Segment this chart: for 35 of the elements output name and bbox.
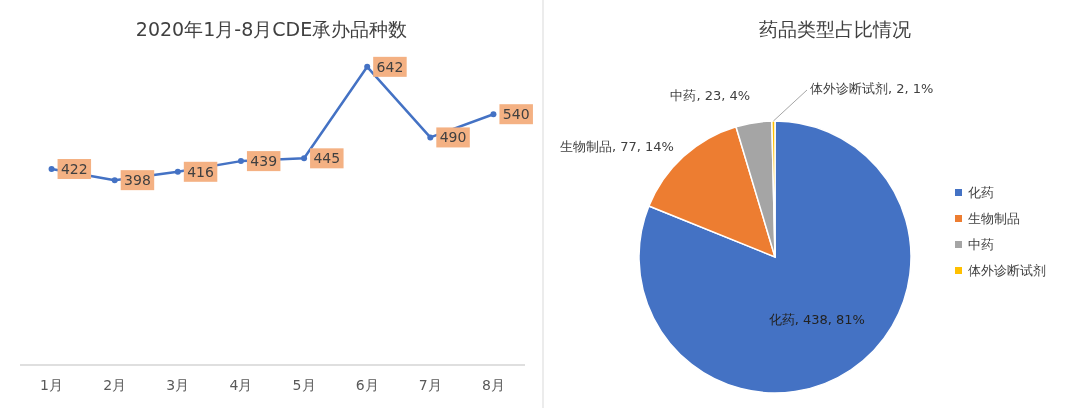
x-tick-label: 2月 [103,377,127,393]
point [111,177,118,184]
x-tick-label: 8月 [481,377,505,393]
x-tick-label: 4月 [229,377,253,393]
legend-label: 体外诊断试剂 [968,263,1046,278]
data-label: 416 [187,163,215,180]
data-label: 398 [124,172,151,189]
data-label: 化药, 438, 81% [768,312,865,328]
legend-label: 中药 [968,237,994,252]
data-label: 642 [376,58,404,75]
data-label: 540 [502,106,530,123]
point [237,158,244,165]
point [364,63,371,70]
point [174,168,181,175]
data-label: 445 [313,150,341,167]
x-tick-label: 7月 [418,377,442,393]
chart-title: 药品类型占比情况 [759,18,911,40]
legend-label: 生物制品 [968,211,1020,226]
data-label: 体外诊断试剂, 2, 1% [810,81,934,96]
point [427,134,434,141]
point [490,111,497,118]
data-label: 422 [60,161,88,178]
point [301,155,308,162]
data-label: 中药, 23, 4% [670,88,751,103]
chart-title: 2020年1月-8月CDE承办品种数 [135,18,408,40]
x-tick-label: 3月 [166,377,190,393]
x-tick-label: 5月 [292,377,316,393]
data-label: 439 [250,153,278,170]
point [48,166,55,173]
data-label: 生物制品, 77, 14% [560,139,674,155]
pie-slice [638,120,912,394]
legend-label: 化药 [968,185,994,200]
data-label: 490 [439,129,467,146]
x-tick-label: 6月 [355,377,379,393]
x-tick-label: 1月 [40,377,64,393]
